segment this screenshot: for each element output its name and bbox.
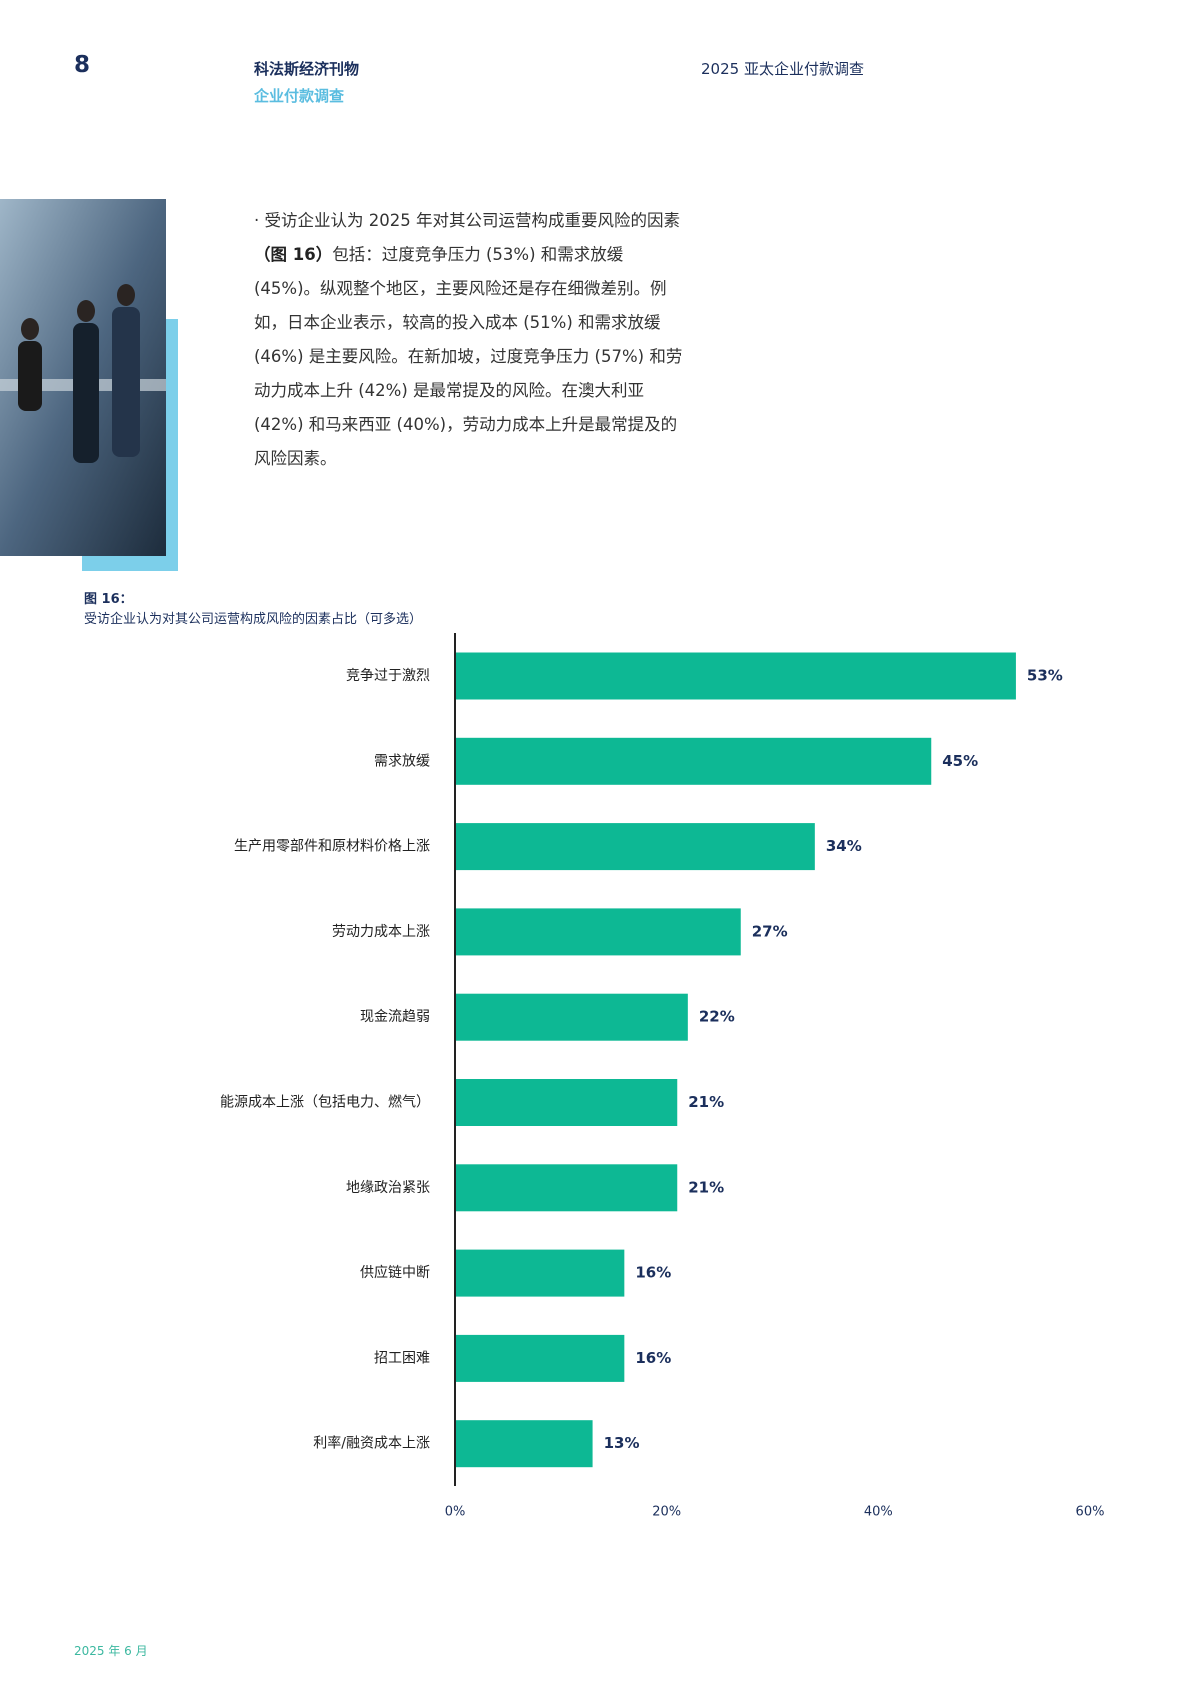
bar [455,737,932,785]
value-label: 27% [752,922,788,940]
value-label: 16% [635,1264,671,1282]
bar [455,1249,625,1297]
bar [455,993,688,1041]
x-tick-label: 0% [445,1505,466,1520]
category-label: 劳动力成本上涨 [332,924,430,940]
x-tick-label: 20% [652,1505,681,1520]
category-label: 能源成本上涨（包括电力、燃气） [220,1094,430,1111]
body-text: 包括：过度竞争压力 (53%) 和需求放缓 (45%)。纵观整个地区，主要风险还… [254,245,683,468]
value-label: 13% [604,1434,640,1452]
report-title: 2025 亚太企业付款调查 [701,60,864,78]
value-label: 16% [635,1349,671,1367]
bullet: · [254,211,260,230]
value-label: 53% [1027,667,1063,685]
category-label: 招工困难 [374,1350,430,1366]
category-label: 竞争过于激烈 [346,667,430,684]
figure-title: 图 16： [84,592,133,607]
value-label: 21% [688,1178,724,1196]
figure-subtitle: 受访企业认为对其公司运营构成风险的因素占比（可多选） [84,612,423,627]
body-text: 受访企业认为 2025 年对其公司运营构成重要风险的因素 [264,211,680,230]
category-label: 地缘政治紧张 [346,1180,430,1196]
value-label: 45% [942,752,978,770]
page-number: 8 [74,52,91,78]
category-label: 需求放缓 [374,753,430,769]
figure-ref: （图 16） [254,245,333,264]
bar [455,1164,678,1212]
bar [455,1079,678,1126]
category-label: 生产用零部件和原材料价格上涨 [234,839,430,855]
body-paragraph: · 受访企业认为 2025 年对其公司运营构成重要风险的因素 （图 16）包括：过… [254,204,684,476]
bar [455,652,1016,700]
category-label: 利率/融资成本上涨 [313,1435,430,1452]
footer-date: 2025 年 6 月 [74,1644,148,1658]
bar [455,1420,593,1468]
x-tick-label: 40% [864,1505,893,1520]
chart: 0% 20% 40% 60% 竞争过于激烈 53% 需求放缓 45% 生产用零部件和原材料价格上… [220,633,1105,1520]
bar [455,823,815,871]
value-label: 22% [699,1008,735,1026]
value-label: 34% [826,837,862,855]
x-tick-label: 60% [1076,1505,1105,1520]
bar [455,908,741,956]
bar [455,1334,625,1382]
category-label: 供应链中断 [360,1264,430,1281]
category-label: 现金流趋弱 [360,1009,430,1025]
photo [0,199,178,571]
publication: 科法斯经济刊物 [254,60,360,78]
value-label: 21% [688,1093,724,1111]
section: 企业付款调查 [254,87,345,105]
